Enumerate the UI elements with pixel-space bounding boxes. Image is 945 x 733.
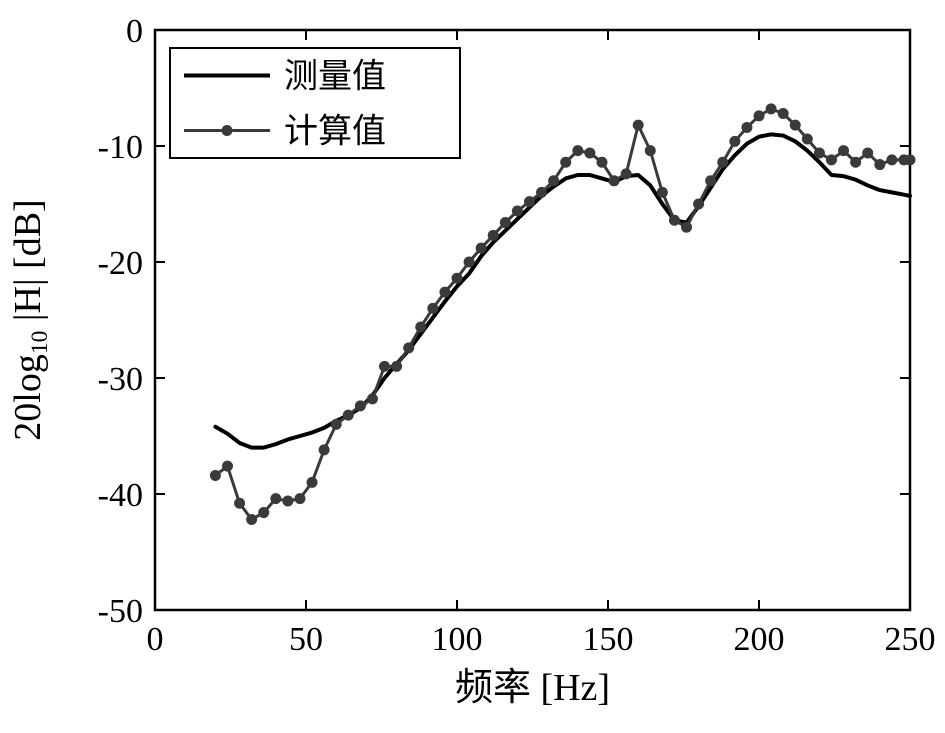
marker	[246, 514, 257, 525]
marker	[705, 175, 716, 186]
marker	[391, 361, 402, 372]
marker	[512, 205, 523, 216]
marker	[379, 361, 390, 372]
marker	[838, 145, 849, 156]
y-tick-label: -50	[98, 593, 143, 630]
marker	[319, 444, 330, 455]
legend-sample-marker	[222, 125, 233, 136]
marker	[222, 461, 233, 472]
marker	[814, 147, 825, 158]
marker	[548, 175, 559, 186]
y-axis-title: 20log10 |H| [dB]	[7, 199, 53, 440]
legend-label: 计算值	[284, 112, 386, 150]
marker	[633, 120, 644, 131]
marker	[536, 187, 547, 198]
marker	[729, 136, 740, 147]
legend-label: 测量值	[284, 57, 386, 95]
marker	[403, 342, 414, 353]
marker	[452, 273, 463, 284]
marker	[234, 498, 245, 509]
marker	[464, 257, 475, 268]
marker	[693, 199, 704, 210]
marker	[415, 321, 426, 332]
marker	[609, 175, 620, 186]
marker	[766, 103, 777, 114]
y-tick-label: -10	[98, 129, 143, 166]
marker	[294, 493, 305, 504]
x-tick-label: 150	[583, 621, 634, 658]
chart-container: 0 50 100 150 200 250 -50 -40 -30 -20 -10 0 频率 [Hz] 20…	[0, 0, 945, 733]
marker	[754, 110, 765, 121]
marker	[802, 134, 813, 145]
marker	[367, 393, 378, 404]
marker	[826, 154, 837, 165]
x-tick-label: 250	[885, 621, 936, 658]
marker	[488, 230, 499, 241]
frequency-response-chart: 0 50 100 150 200 250 -50 -40 -30 -20 -10 0 频率 [Hz] 20…	[0, 0, 945, 733]
marker	[717, 157, 728, 168]
y-tick-label: 0	[126, 13, 143, 50]
marker	[427, 303, 438, 314]
marker	[439, 287, 450, 298]
marker	[282, 495, 293, 506]
marker	[355, 400, 366, 411]
marker	[621, 168, 632, 179]
marker	[572, 145, 583, 156]
series-measured	[215, 134, 910, 447]
marker	[645, 145, 656, 156]
marker	[560, 157, 571, 168]
series-calculated-line	[215, 109, 910, 520]
marker	[476, 243, 487, 254]
marker	[500, 217, 511, 228]
marker	[307, 477, 318, 488]
marker	[741, 122, 752, 133]
marker	[874, 159, 885, 170]
marker	[669, 215, 680, 226]
y-tick-label: -20	[98, 245, 143, 282]
marker	[862, 147, 873, 158]
marker	[524, 196, 535, 207]
y-tick-label: -30	[98, 361, 143, 398]
marker	[657, 187, 668, 198]
marker	[258, 507, 269, 518]
x-tick-label: 200	[734, 621, 785, 658]
marker	[886, 154, 897, 165]
marker	[584, 147, 595, 158]
marker	[905, 154, 916, 165]
y-tick-label: -40	[98, 477, 143, 514]
marker	[778, 108, 789, 119]
marker	[331, 419, 342, 430]
marker	[681, 222, 692, 233]
marker	[850, 157, 861, 168]
marker	[790, 120, 801, 131]
marker	[596, 157, 607, 168]
marker	[343, 410, 354, 421]
x-tick-label: 0	[147, 621, 164, 658]
x-tick-label: 50	[289, 621, 323, 658]
marker	[210, 470, 221, 481]
x-axis-title: 频率 [Hz]	[455, 667, 610, 709]
marker	[270, 493, 281, 504]
series-calculated-markers	[210, 103, 916, 525]
x-tick-label: 100	[432, 621, 483, 658]
